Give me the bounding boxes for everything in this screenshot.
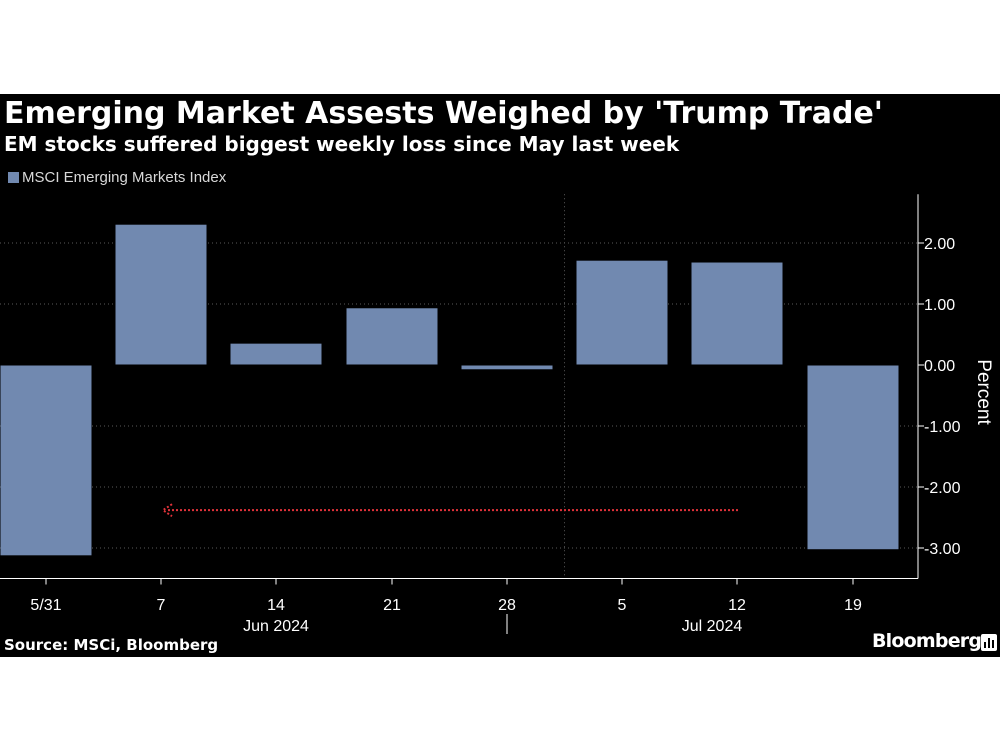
y-tick-label: 0.00 bbox=[924, 358, 955, 375]
y-axis-label: Percent bbox=[973, 359, 994, 425]
x-tick-label: 12 bbox=[728, 597, 746, 614]
x-tick-label: 19 bbox=[844, 597, 862, 614]
bar-19 bbox=[807, 365, 899, 550]
source-note: Source: MSCi, Bloomberg bbox=[4, 636, 219, 654]
chart-subtitle: EM stocks suffered biggest weekly loss s… bbox=[4, 132, 680, 156]
y-tick-label: 1.00 bbox=[924, 297, 955, 314]
legend-label: MSCI Emerging Markets Index bbox=[22, 169, 227, 186]
legend: MSCI Emerging Markets Index bbox=[8, 169, 226, 186]
bar-5-31 bbox=[0, 365, 92, 556]
bloomberg-logo: Bloomberg bbox=[872, 630, 982, 652]
y-tick-label: -2.00 bbox=[924, 480, 961, 497]
bar-21 bbox=[346, 308, 438, 365]
x-tick-label: 5/31 bbox=[30, 597, 61, 614]
bar-7 bbox=[115, 224, 207, 365]
month-label-jun: Jun 2024 bbox=[243, 618, 309, 635]
x-tick-label: 28 bbox=[498, 597, 516, 614]
x-tick-label: 21 bbox=[383, 597, 401, 614]
bar-28 bbox=[461, 365, 553, 370]
bloomberg-chart-icon bbox=[981, 634, 997, 651]
bar-5 bbox=[576, 260, 668, 365]
y-tick-label: -1.00 bbox=[924, 419, 961, 436]
bar-14 bbox=[230, 343, 322, 365]
legend-swatch bbox=[8, 172, 19, 183]
x-tick-label: 5 bbox=[618, 597, 627, 614]
x-tick-label: 14 bbox=[267, 597, 285, 614]
chart-title: Emerging Market Assests Weighed by 'Trum… bbox=[4, 96, 883, 131]
month-label-jul: Jul 2024 bbox=[682, 618, 743, 635]
annotation-arrow-head bbox=[161, 503, 173, 518]
y-tick-label: -3.00 bbox=[924, 541, 961, 558]
y-tick-label: 2.00 bbox=[924, 236, 955, 253]
x-tick-label: 7 bbox=[157, 597, 166, 614]
bar-12 bbox=[691, 262, 783, 365]
